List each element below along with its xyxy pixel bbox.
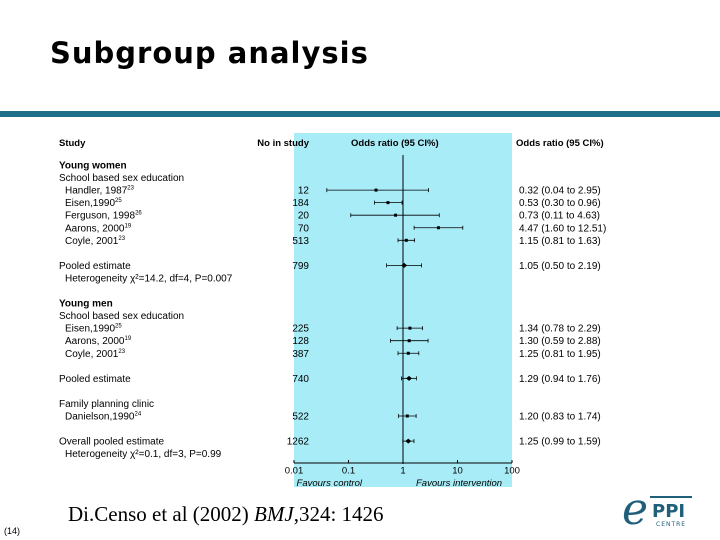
n-value: 740: [292, 374, 309, 385]
study-marker: [405, 414, 409, 418]
study-reference: 25: [115, 198, 122, 204]
x-right-label: Favours intervention: [416, 478, 502, 489]
n-value: 522: [292, 412, 309, 423]
or-value: 1.29 (0.94 to 1.76): [519, 374, 601, 385]
study-label: Eisen,199025: [65, 324, 122, 335]
study-marker: [407, 339, 411, 343]
x-tick-label: 1: [400, 465, 405, 476]
or-value: 1.30 (0.59 to 2.88): [519, 336, 601, 347]
study-reference: 24: [135, 412, 142, 418]
n-value: 70: [298, 223, 310, 234]
or-value: 1.25 (0.99 to 1.59): [519, 437, 601, 448]
study-label: Eisen,199025: [65, 198, 122, 209]
header-n: No in study: [257, 138, 309, 149]
x-tick-label: 100: [504, 465, 520, 476]
citation-journal: BMJ: [254, 502, 294, 526]
het-label: Heterogeneity χ²=0.1, df=3, P=0.99: [65, 449, 222, 460]
n-value: 387: [292, 349, 309, 360]
n-value: 513: [292, 236, 309, 247]
pooled-marker: [406, 375, 413, 381]
pooled-label: Pooled estimate: [59, 374, 131, 385]
n-value: 184: [292, 198, 309, 209]
or-value: 0.32 (0.04 to 2.95): [519, 186, 601, 197]
study-label: Handler, 198723: [65, 186, 135, 197]
n-value: 1262: [287, 437, 310, 448]
header-plot: Odds ratio (95 CI%): [351, 138, 439, 149]
citation: Di.Censo et al (2002) BMJ,324: 1426: [68, 502, 384, 527]
header-study: Study: [59, 138, 86, 149]
study-label: Danielson,199024: [65, 412, 142, 423]
slide-title: Subgroup analysis: [50, 36, 369, 70]
study-reference: 25: [115, 324, 122, 330]
study-marker: [404, 238, 408, 242]
n-value: 12: [298, 186, 310, 197]
study-label: Aarons, 200019: [65, 336, 132, 347]
study-marker: [386, 201, 390, 205]
x-tick-label: 0.01: [285, 465, 304, 476]
study-reference: 23: [118, 349, 125, 355]
eppi-centre-logo: e PPI CENTRE: [622, 490, 692, 532]
header-text: Odds ratio (95 CI%): [516, 138, 604, 149]
study-marker: [374, 188, 378, 192]
logo-bar: [650, 496, 692, 498]
or-value: 1.15 (0.81 to 1.63): [519, 236, 601, 247]
or-value: 0.53 (0.30 to 0.96): [519, 198, 601, 209]
pooled-label: Overall pooled estimate: [59, 437, 164, 448]
or-value: 0.73 (0.11 to 4.63): [519, 211, 600, 222]
x-left-label: Favours control: [297, 478, 363, 489]
study-marker: [394, 213, 398, 217]
or-value: 4.47 (1.60 to 12.51): [519, 223, 606, 234]
x-tick-label: 10: [452, 465, 463, 476]
pooled-marker: [401, 262, 408, 268]
x-tick-label: 0.1: [342, 465, 355, 476]
study-label: Coyle, 200123: [65, 236, 126, 247]
logo-ppi: PPI: [652, 501, 685, 522]
study-reference: 26: [135, 211, 142, 217]
group-label: Young women: [59, 161, 127, 172]
study-reference: 23: [118, 236, 125, 242]
citation-authors: Di.Censo et al (2002): [68, 502, 255, 526]
n-value: 225: [292, 324, 309, 335]
or-value: 1.20 (0.83 to 1.74): [519, 412, 601, 423]
logo-letter-e: e: [622, 490, 648, 532]
study-reference: 19: [125, 223, 132, 229]
het-label: Heterogeneity χ²=14.2, df=4, P=0.007: [65, 273, 233, 284]
subgroup-label: School based sex education: [59, 173, 184, 184]
title-rule: [0, 111, 720, 117]
pooled-marker: [405, 438, 412, 444]
study-label: Aarons, 200019: [65, 223, 132, 234]
n-value: 20: [298, 211, 310, 222]
or-value: 1.25 (0.81 to 1.95): [519, 349, 601, 360]
subgroup-label: School based sex education: [59, 311, 184, 322]
pooled-label: Pooled estimate: [59, 261, 131, 272]
study-marker: [436, 226, 440, 230]
n-value: 799: [292, 261, 309, 272]
subgroup-label: Family planning clinic: [59, 399, 154, 410]
slide-number: (14): [4, 526, 21, 536]
study-label: Ferguson, 199826: [65, 211, 142, 222]
study-reference: 23: [127, 186, 134, 192]
citation-volume: ,324: 1426: [293, 502, 384, 526]
or-value: 1.05 (0.50 to 2.19): [519, 261, 601, 272]
study-marker: [406, 351, 410, 355]
or-value: 1.34 (0.78 to 2.29): [519, 324, 601, 335]
study-marker: [408, 326, 412, 330]
study-reference: 19: [125, 336, 132, 342]
group-label: Young men: [59, 299, 113, 310]
study-label: Coyle, 200123: [65, 349, 126, 360]
logo-centre: CENTRE: [656, 521, 686, 528]
n-value: 128: [292, 336, 309, 347]
